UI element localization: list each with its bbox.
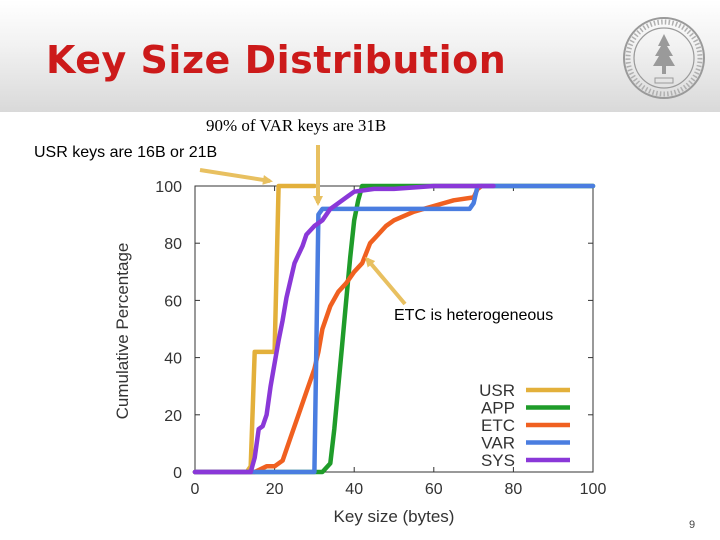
var-annotation: 90% of VAR keys are 31B xyxy=(206,116,387,135)
plot-frame xyxy=(194,185,594,473)
legend-label-sys: SYS xyxy=(481,451,515,470)
etc-annotation: ETC is heterogeneous xyxy=(394,307,554,324)
y-axis-label: Cumulative Percentage xyxy=(113,243,132,420)
series-line-app xyxy=(192,183,596,475)
series-line-var xyxy=(192,183,596,475)
x-tick-label: 80 xyxy=(505,481,523,498)
legend-label-usr: USR xyxy=(479,381,515,400)
x-tick-label: 0 xyxy=(191,481,200,498)
legend-label-etc: ETC xyxy=(481,416,515,435)
usr-annotation: USR keys are 16B or 21B xyxy=(34,144,218,161)
y-tick-label: 40 xyxy=(164,351,182,368)
slide-title: Key Size Distribution xyxy=(46,38,507,82)
series-line-etc xyxy=(192,183,484,475)
x-tick-label: 40 xyxy=(345,481,363,498)
y-tick-label: 80 xyxy=(164,236,182,253)
university-seal-icon xyxy=(623,17,705,99)
header-band xyxy=(0,0,720,112)
series-line-sys xyxy=(192,183,496,475)
x-axis-label: Key size (bytes) xyxy=(334,507,455,526)
y-tick-label: 100 xyxy=(155,179,182,196)
y-tick-label: 60 xyxy=(164,293,182,310)
x-tick-label: 20 xyxy=(266,481,284,498)
x-tick-label: 60 xyxy=(425,481,443,498)
legend-label-var: VAR xyxy=(481,434,515,453)
slide-number: 9 xyxy=(689,519,696,531)
x-tick-label: 100 xyxy=(580,481,607,498)
y-tick-label: 0 xyxy=(173,465,182,482)
legend-label-app: APP xyxy=(481,399,515,418)
y-tick-label: 20 xyxy=(164,408,182,425)
series-line-usr xyxy=(192,183,317,475)
etc-arrow xyxy=(365,256,407,306)
usr-arrow xyxy=(199,168,273,185)
